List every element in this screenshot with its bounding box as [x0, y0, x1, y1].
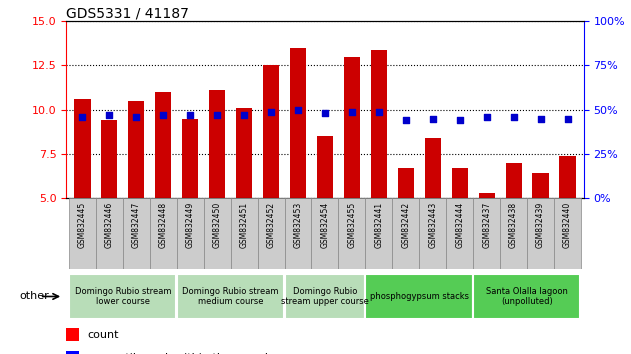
- Bar: [425, 138, 441, 198]
- Text: GSM832454: GSM832454: [321, 202, 329, 248]
- Text: GSM832439: GSM832439: [536, 202, 545, 248]
- Text: phosphogypsum stacks: phosphogypsum stacks: [370, 292, 469, 301]
- Point: [212, 112, 222, 118]
- FancyBboxPatch shape: [177, 274, 284, 319]
- Point: [158, 112, 168, 118]
- Point: [239, 112, 249, 118]
- Point: [293, 107, 303, 113]
- Text: GSM832444: GSM832444: [455, 202, 464, 248]
- Text: count: count: [87, 330, 119, 339]
- Point: [104, 112, 114, 118]
- Bar: [533, 173, 548, 198]
- FancyBboxPatch shape: [177, 198, 204, 269]
- Point: [78, 114, 88, 120]
- FancyBboxPatch shape: [527, 198, 554, 269]
- Point: [185, 112, 195, 118]
- FancyBboxPatch shape: [419, 198, 446, 269]
- Text: other: other: [19, 291, 49, 302]
- Bar: [505, 163, 522, 198]
- Text: GSM832451: GSM832451: [240, 202, 249, 248]
- Text: GSM832442: GSM832442: [401, 202, 410, 248]
- Text: GSM832445: GSM832445: [78, 202, 87, 248]
- Bar: [209, 90, 225, 198]
- Bar: [74, 99, 90, 198]
- Text: Santa Olalla lagoon
(unpolluted): Santa Olalla lagoon (unpolluted): [486, 287, 568, 306]
- FancyBboxPatch shape: [204, 198, 231, 269]
- FancyBboxPatch shape: [123, 198, 150, 269]
- Bar: [236, 108, 252, 198]
- Text: GSM832449: GSM832449: [186, 202, 195, 248]
- Text: Domingo Rubio
stream upper course: Domingo Rubio stream upper course: [281, 287, 369, 306]
- Text: GSM832443: GSM832443: [428, 202, 437, 248]
- FancyBboxPatch shape: [96, 198, 123, 269]
- Bar: [478, 193, 495, 198]
- Point: [401, 118, 411, 123]
- FancyBboxPatch shape: [365, 274, 473, 319]
- FancyBboxPatch shape: [338, 198, 365, 269]
- Text: Domingo Rubio stream
medium course: Domingo Rubio stream medium course: [182, 287, 279, 306]
- Point: [428, 116, 438, 121]
- Point: [320, 110, 330, 116]
- FancyBboxPatch shape: [231, 198, 257, 269]
- FancyBboxPatch shape: [446, 198, 473, 269]
- Point: [562, 116, 572, 121]
- FancyBboxPatch shape: [500, 198, 527, 269]
- Bar: [371, 50, 387, 198]
- Bar: [452, 168, 468, 198]
- FancyBboxPatch shape: [473, 274, 581, 319]
- Point: [509, 114, 519, 120]
- Text: Domingo Rubio stream
lower course: Domingo Rubio stream lower course: [74, 287, 171, 306]
- Point: [374, 109, 384, 114]
- FancyBboxPatch shape: [285, 274, 365, 319]
- Bar: [344, 57, 360, 198]
- FancyBboxPatch shape: [554, 198, 581, 269]
- FancyBboxPatch shape: [365, 198, 392, 269]
- FancyBboxPatch shape: [257, 198, 285, 269]
- Bar: [263, 65, 279, 198]
- Text: percentile rank within the sample: percentile rank within the sample: [87, 353, 275, 354]
- Bar: [182, 119, 198, 198]
- FancyBboxPatch shape: [150, 198, 177, 269]
- Bar: [560, 156, 575, 198]
- Text: GSM832450: GSM832450: [213, 202, 221, 248]
- Point: [347, 109, 357, 114]
- Text: GSM832446: GSM832446: [105, 202, 114, 248]
- Bar: [66, 351, 80, 354]
- FancyBboxPatch shape: [473, 198, 500, 269]
- Bar: [155, 92, 172, 198]
- Point: [455, 118, 465, 123]
- Text: GSM832455: GSM832455: [348, 202, 357, 248]
- Text: GSM832447: GSM832447: [132, 202, 141, 248]
- FancyBboxPatch shape: [69, 198, 96, 269]
- FancyBboxPatch shape: [312, 198, 338, 269]
- Text: GSM832438: GSM832438: [509, 202, 518, 248]
- Bar: [66, 328, 80, 342]
- Text: GSM832448: GSM832448: [159, 202, 168, 248]
- Text: GSM832453: GSM832453: [293, 202, 302, 248]
- Bar: [317, 136, 333, 198]
- Point: [536, 116, 546, 121]
- Point: [131, 114, 141, 120]
- FancyBboxPatch shape: [285, 198, 312, 269]
- Text: GSM832440: GSM832440: [563, 202, 572, 248]
- Bar: [128, 101, 144, 198]
- Text: GDS5331 / 41187: GDS5331 / 41187: [66, 6, 189, 20]
- FancyBboxPatch shape: [69, 274, 176, 319]
- Text: GSM832441: GSM832441: [374, 202, 384, 248]
- Text: GSM832452: GSM832452: [266, 202, 276, 248]
- Text: GSM832437: GSM832437: [482, 202, 491, 248]
- Bar: [102, 120, 117, 198]
- FancyBboxPatch shape: [392, 198, 419, 269]
- Point: [481, 114, 492, 120]
- Point: [266, 109, 276, 114]
- Bar: [398, 168, 414, 198]
- Bar: [290, 48, 306, 198]
